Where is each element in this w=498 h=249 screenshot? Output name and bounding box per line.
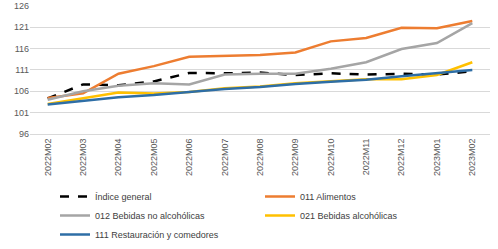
svg-text:2022M03: 2022M03 — [78, 138, 88, 176]
svg-text:2022M10: 2022M10 — [326, 138, 336, 176]
svg-text:2022M08: 2022M08 — [255, 138, 265, 176]
svg-text:2022M06: 2022M06 — [184, 138, 194, 176]
svg-text:106: 106 — [14, 86, 29, 96]
svg-text:021 Bebidas alcohólicas: 021 Bebidas alcohólicas — [300, 211, 398, 221]
svg-text:121: 121 — [14, 22, 29, 32]
svg-text:Índice general: Índice general — [95, 192, 152, 202]
svg-text:012 Bebidas no alcohólicas: 012 Bebidas no alcohólicas — [95, 211, 205, 221]
svg-text:2022M04: 2022M04 — [113, 138, 123, 176]
svg-text:2022M11: 2022M11 — [361, 138, 371, 175]
svg-text:2022M02: 2022M02 — [43, 138, 53, 176]
svg-text:2022M05: 2022M05 — [149, 138, 159, 176]
svg-text:111: 111 — [15, 65, 29, 75]
svg-text:011 Alimentos: 011 Alimentos — [300, 192, 356, 202]
svg-text:126: 126 — [14, 1, 29, 11]
svg-text:2023M01: 2023M01 — [432, 138, 442, 176]
svg-text:2023M02: 2023M02 — [467, 138, 477, 176]
svg-text:116: 116 — [15, 44, 29, 54]
svg-text:111 Restauración y comedores: 111 Restauración y comedores — [95, 230, 219, 240]
svg-text:2022M07: 2022M07 — [220, 138, 230, 176]
svg-text:96: 96 — [19, 129, 29, 139]
svg-text:101: 101 — [14, 108, 29, 118]
svg-text:2022M09: 2022M09 — [290, 138, 300, 176]
svg-text:2022M12: 2022M12 — [396, 138, 406, 176]
